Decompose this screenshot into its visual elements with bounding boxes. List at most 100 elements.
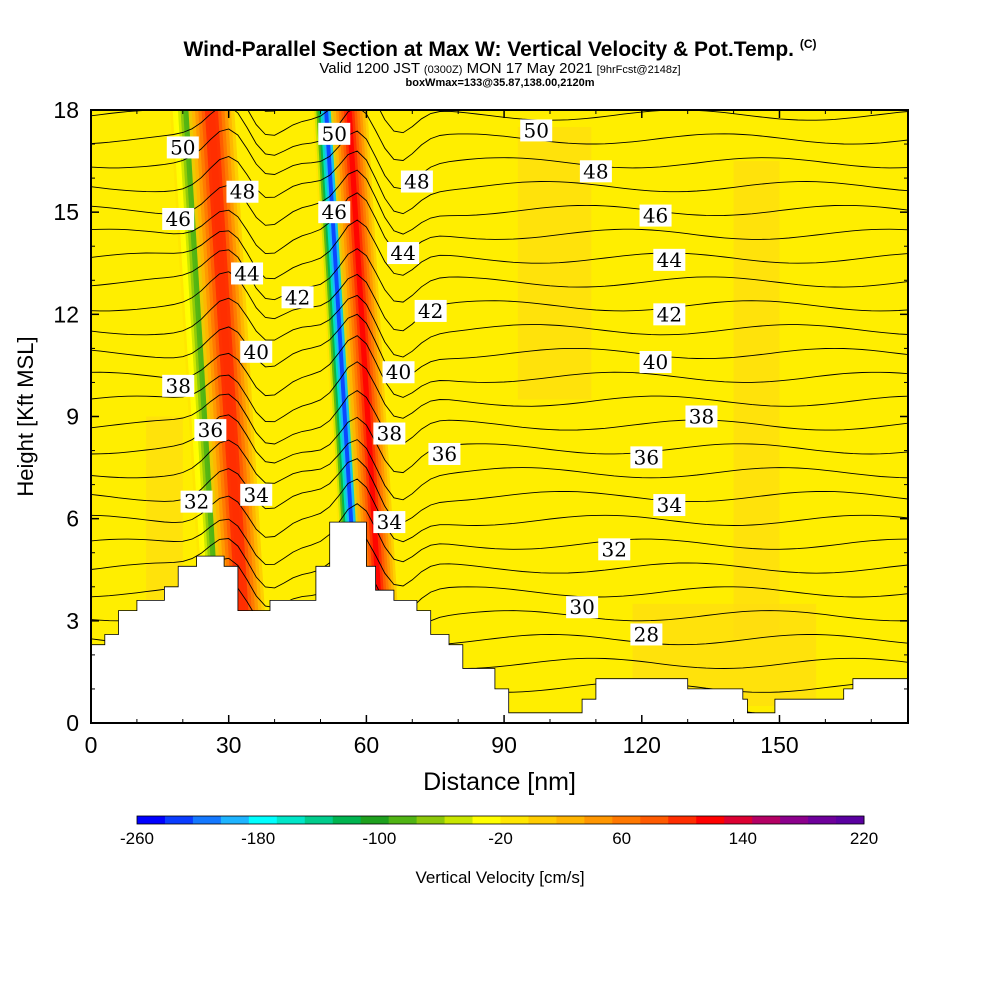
colorbar-segment [612, 816, 641, 824]
contour-label-box [653, 494, 686, 517]
colorbar-segment [220, 816, 250, 824]
contour-label: 40 [240, 340, 273, 364]
contour-label-box [318, 201, 351, 224]
y-tick-label: 0 [66, 710, 79, 736]
colorbar-segment [556, 816, 585, 824]
contour-label-text: 34 [244, 483, 269, 507]
contour-label: 32 [180, 490, 213, 514]
contour-label-text: 44 [234, 261, 259, 285]
contour-label-text: 42 [418, 299, 443, 323]
theta-contour [91, 503, 908, 565]
contour-label-box [240, 340, 273, 363]
contour-label-box [194, 419, 227, 442]
contour-label-text: 30 [569, 595, 594, 619]
contour-label-text: 48 [583, 159, 608, 183]
contour-label-text: 28 [634, 622, 659, 646]
colorbar-tick-label: -100 [362, 829, 396, 848]
contour-label: 36 [630, 445, 663, 469]
contour-label-box [180, 490, 213, 513]
theta-contour [91, 271, 908, 332]
y-tick-label: 15 [53, 199, 79, 225]
contour-label-text: 42 [657, 302, 682, 326]
contour-label-box [373, 422, 406, 445]
subtitle-part-date: MON 17 May 2021 [462, 60, 597, 77]
x-tick-label: 90 [491, 732, 517, 758]
theta-contour [91, 219, 908, 280]
colorbar-tick-label: 60 [612, 829, 631, 848]
colorbar-segment [640, 816, 669, 824]
contour-label-text: 42 [285, 285, 310, 309]
contour-label: 46 [639, 204, 672, 228]
theta-contour [91, 439, 908, 501]
weak-updraft-patch [733, 161, 780, 638]
colorbar-segment [836, 816, 865, 824]
contour-label-text: 34 [657, 493, 682, 517]
contour-label-text: 44 [657, 248, 682, 272]
colorbar-label: Vertical Velocity [cm/s] [415, 868, 585, 887]
contour-label-box [281, 286, 314, 309]
colorbar-segment [668, 816, 697, 824]
colorbar-tick-label: 220 [850, 829, 878, 848]
theta-contour [91, 110, 908, 161]
x-tick-label: 120 [623, 732, 661, 758]
contour-label: 44 [231, 261, 264, 285]
colorbar-segment [416, 816, 446, 824]
x-tick-label: 150 [760, 732, 798, 758]
contour-label-text: 40 [386, 360, 411, 384]
contour-label-text: 36 [432, 442, 457, 466]
contour-label: 32 [598, 537, 631, 561]
theta-contour [91, 458, 908, 524]
chart-title-mark: (C) [799, 37, 817, 51]
contour-label-box [387, 242, 420, 265]
contour-label-box [162, 374, 195, 397]
colorbar-tick-label: -260 [120, 829, 154, 848]
contour-label: 48 [579, 159, 612, 183]
contour-label: 50 [520, 118, 553, 142]
colorbar-segment [137, 816, 166, 824]
theta-contour [91, 150, 908, 215]
colorbar-segment [808, 816, 837, 824]
contour-label: 44 [653, 248, 686, 272]
theta-contour [91, 110, 908, 136]
colorbar-tick-label: -180 [241, 829, 275, 848]
contour-label: 40 [382, 360, 415, 384]
contour-label-box [653, 248, 686, 271]
theta-contour [91, 414, 908, 474]
contour-label-box [566, 596, 599, 619]
contour-label-box [639, 351, 672, 374]
contour-label-text: 48 [230, 180, 255, 204]
plot-area [91, 110, 908, 723]
theta-contour [91, 294, 908, 358]
contour-label: 34 [653, 493, 686, 517]
contour-label-text: 46 [165, 207, 190, 231]
contour-label-text: 50 [170, 135, 195, 159]
colorbar-segment [332, 816, 362, 824]
contour-label-box [598, 538, 631, 561]
contour-label-text: 38 [689, 405, 714, 429]
chart-title-text: Wind-Parallel Section at Max W: Vertical… [183, 38, 794, 61]
contour-label-text: 40 [244, 340, 269, 364]
contour-label: 46 [162, 207, 195, 231]
contour-label-box [630, 446, 663, 469]
colorbar-segment [192, 816, 222, 824]
contour-label-box [382, 361, 415, 384]
theta-contour [91, 361, 908, 423]
contour-label-box [373, 511, 406, 534]
colorbar-segment [444, 816, 474, 824]
contour-label: 42 [653, 302, 686, 326]
theta-contour [91, 128, 908, 190]
contour-label-box [579, 160, 612, 183]
subtitle-part-utc: (0300Z) [423, 64, 463, 76]
theta-contour [91, 478, 908, 543]
theta-contour [91, 557, 908, 615]
colorbar-segment [164, 816, 194, 824]
contour-label: 50 [166, 135, 199, 159]
colorbar-segment [696, 816, 725, 824]
contour-label-box [166, 136, 199, 159]
contour-label-box [685, 405, 718, 428]
contour-label-box [226, 180, 259, 203]
contour-label-box [520, 119, 553, 142]
y-tick-label: 12 [53, 301, 79, 327]
theta-contour [91, 335, 908, 398]
